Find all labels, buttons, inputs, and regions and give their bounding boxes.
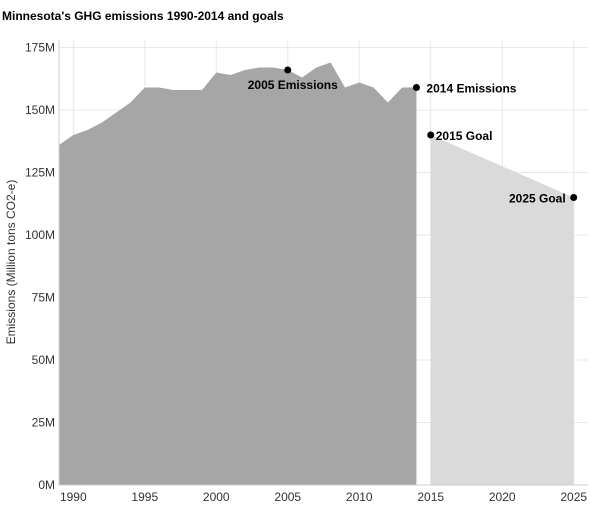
annotation-layer: 2005 Emissions 2014 Emissions 2015 Goal 202… [248,66,578,206]
annotation-marker [412,84,420,91]
y-tick-label: 125M [25,166,55,180]
area-series-2 [430,135,574,485]
x-tick-label: 2000 [203,490,230,504]
area-layer [59,62,574,485]
axis-layer: 0M 25M 50M 75M 100M 125M 150M 175M 1990 1995 2000 2… [25,40,588,504]
x-tick-label: 1995 [131,490,158,504]
y-tick-label: 25M [32,416,55,430]
annotation-label: 2005 Emissions [248,78,338,92]
y-tick-label: 75M [32,291,55,305]
y-tick-label: 150M [25,103,55,117]
x-tick-label: 2020 [489,490,516,504]
annotation-marker [427,131,435,139]
y-tick-label: 100M [25,228,55,242]
y-tick-label: 0M [38,478,55,492]
y-axis-title: Emissions (Million tons CO2-e) [4,180,18,345]
y-tick-label: 50M [32,353,55,367]
x-tick-label: 2005 [274,490,301,504]
chart-title: Minnesota's GHG emissions 1990-2014 and … [2,9,284,23]
y-tick-label: 175M [25,41,55,55]
annotation-label: 2025 Goal [509,192,566,206]
x-tick-label: 2025 [560,490,587,504]
x-tick-label: 2010 [346,490,373,504]
annotation-label: 2015 Goal [436,129,493,143]
annotation-marker [284,66,292,74]
annotation-marker [570,194,578,201]
annotation-label: 2014 Emissions [426,82,516,96]
x-tick-label: 2015 [417,490,444,504]
x-tick-label: 1990 [60,490,87,504]
area-series-1 [59,62,417,485]
